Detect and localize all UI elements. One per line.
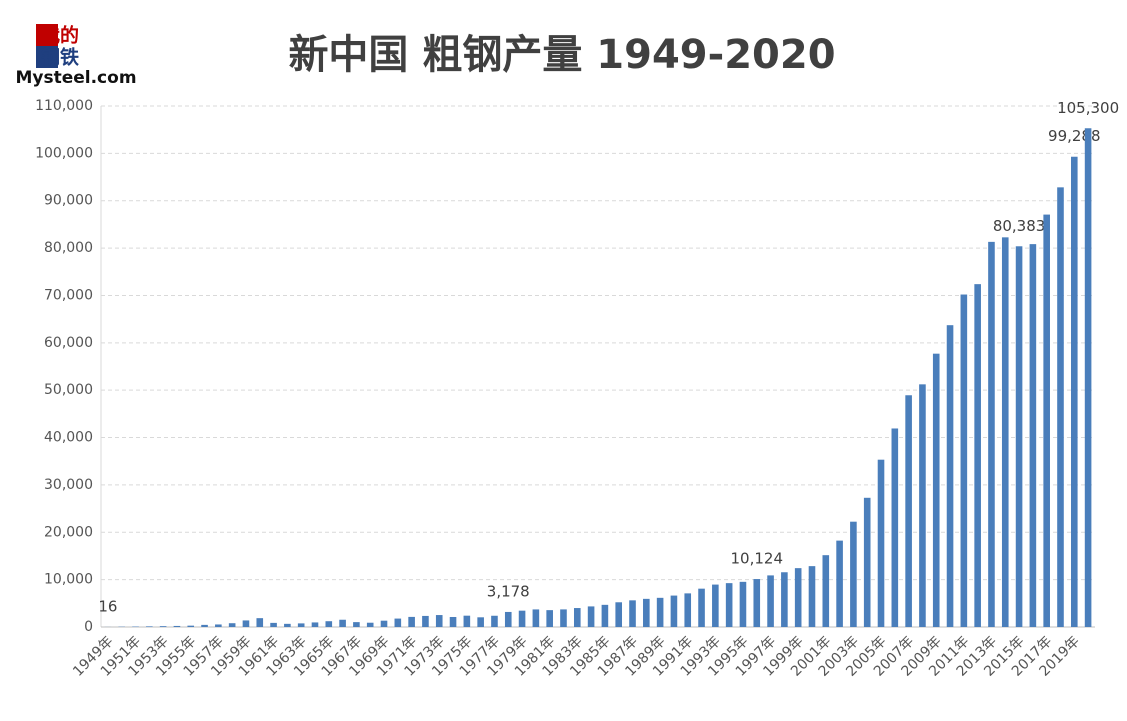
bar [1043, 214, 1050, 627]
bar [960, 294, 968, 627]
value-label: 105,300 [1057, 99, 1119, 117]
bar [712, 584, 719, 627]
logo-text: 钢铁 [41, 46, 79, 69]
bar [643, 598, 650, 627]
bar [366, 622, 374, 627]
bar [159, 626, 167, 627]
y-tick-label: 50,000 [44, 382, 93, 398]
logo-box [36, 46, 58, 68]
y-tick-label: 80,000 [44, 240, 93, 256]
y-tick-label: 40,000 [44, 430, 93, 446]
bar [256, 618, 264, 627]
bar [546, 610, 553, 627]
bar [698, 588, 705, 627]
bar [1084, 128, 1092, 627]
bar [380, 620, 388, 627]
bar [684, 593, 692, 627]
bar [670, 595, 678, 627]
value-label: 16 [98, 597, 117, 615]
bar [850, 521, 857, 627]
bar [1001, 237, 1009, 628]
y-tick-label: 0 [84, 619, 93, 635]
bar [946, 325, 954, 627]
bar [311, 622, 319, 627]
bar [822, 555, 830, 627]
bar [242, 620, 250, 627]
logo-box [36, 24, 58, 46]
bar [270, 622, 277, 627]
bar [504, 611, 512, 627]
bar [767, 575, 774, 627]
bar [422, 615, 429, 627]
bar [974, 284, 981, 627]
bar [408, 616, 415, 627]
bar [394, 618, 402, 627]
bar [794, 568, 802, 627]
bar [173, 625, 181, 627]
bar [905, 395, 912, 627]
bar [615, 602, 623, 627]
bar [781, 572, 788, 627]
bar [201, 624, 208, 627]
bar [877, 459, 885, 627]
bar [187, 625, 195, 627]
bar [587, 606, 595, 627]
bar [518, 610, 526, 627]
y-tick-label: 30,000 [44, 477, 93, 493]
bar [863, 497, 871, 627]
bar [573, 608, 581, 627]
y-tick-label: 60,000 [44, 335, 93, 351]
bar [146, 626, 153, 627]
bar [1057, 187, 1064, 627]
value-label: 99,288 [1048, 127, 1101, 145]
bar [739, 581, 747, 627]
value-label: 3,178 [487, 582, 530, 600]
y-tick-label: 100,000 [35, 145, 93, 161]
bar [297, 623, 305, 627]
bar [449, 616, 457, 627]
y-tick-label: 20,000 [44, 524, 93, 540]
bar [753, 579, 761, 627]
chart-title: 新中国 粗钢产量 1949-2020 [288, 32, 835, 78]
y-tick-label: 70,000 [44, 287, 93, 303]
bar [725, 583, 733, 627]
bar [919, 384, 926, 627]
bar [988, 241, 995, 628]
bar [339, 619, 346, 627]
y-tick-label: 110,000 [35, 98, 93, 114]
bar [656, 597, 664, 627]
bar [560, 609, 567, 627]
bar [1029, 244, 1037, 627]
bar [932, 353, 940, 627]
bar [228, 623, 236, 627]
y-tick-label: 90,000 [44, 193, 93, 209]
logo-text: Mysteel.com [15, 68, 136, 88]
bar [325, 621, 333, 627]
bar [532, 609, 540, 627]
bar [353, 622, 360, 627]
value-label: 80,383 [993, 217, 1046, 235]
bar [629, 600, 636, 627]
y-tick-label: 10,000 [44, 572, 93, 588]
bar [215, 624, 222, 627]
bar [477, 617, 484, 627]
bar [491, 615, 498, 627]
bar [808, 566, 816, 627]
bar [1015, 246, 1023, 627]
bar [836, 540, 843, 627]
value-label: 10,124 [731, 550, 784, 568]
bar [284, 623, 291, 627]
bar [435, 615, 443, 627]
bar [891, 428, 899, 627]
logo-text: 我的 [41, 24, 79, 47]
bar [1070, 156, 1078, 627]
bar [601, 604, 609, 627]
bar [463, 615, 471, 627]
